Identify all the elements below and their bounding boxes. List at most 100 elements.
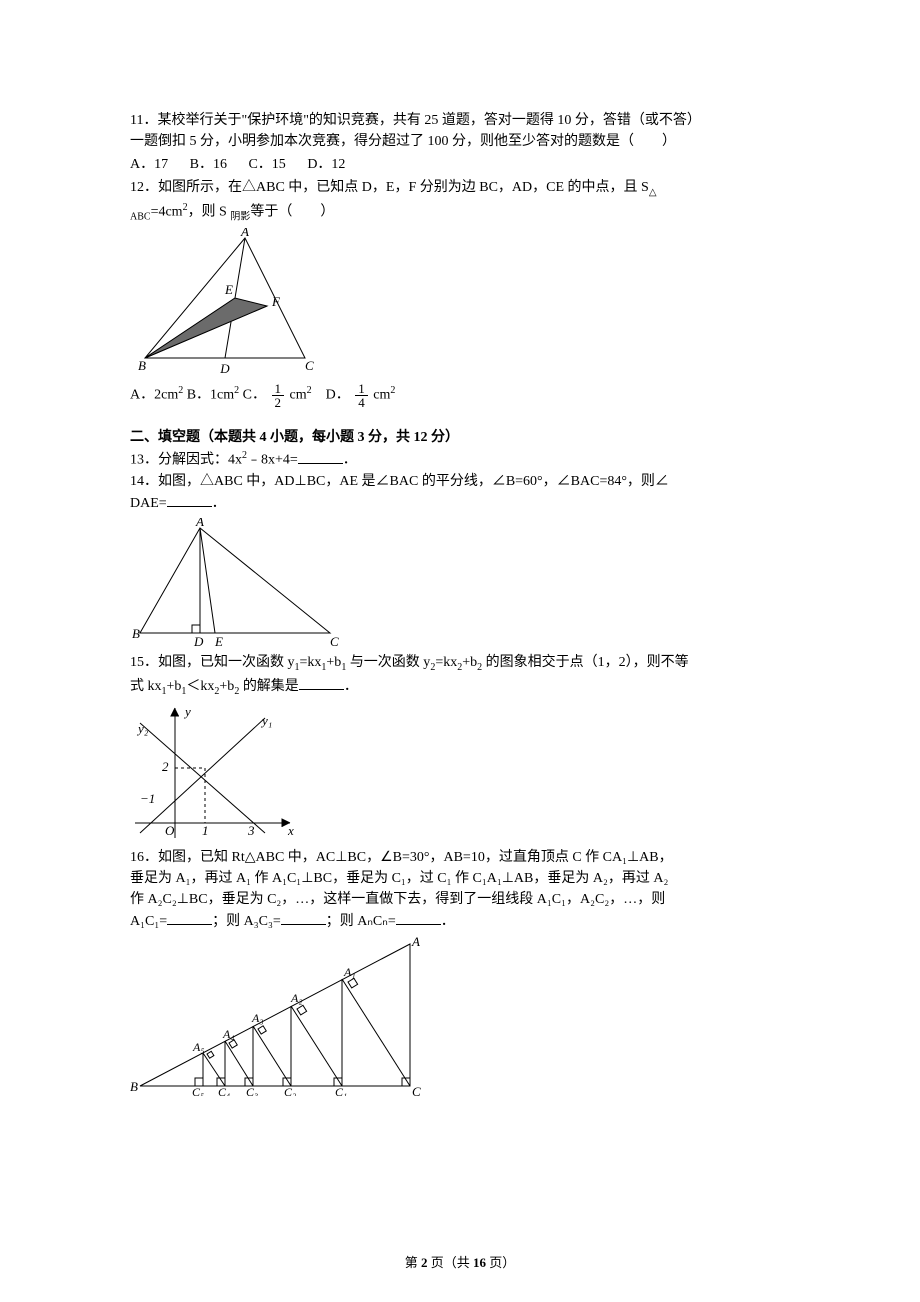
q16-label-b: B — [130, 1079, 138, 1094]
q15-label-2: 2 — [162, 759, 169, 774]
q12-label-b: B — [138, 358, 146, 373]
q15-l2-p0: 式 kx — [130, 679, 162, 694]
q12-d-pre: D． — [326, 388, 350, 403]
q12-l2-post2: 等于（ ） — [250, 204, 334, 219]
q12-d-num: 1 — [355, 382, 368, 396]
q12-d-den: 4 — [355, 396, 368, 409]
q12-label-f: F — [271, 294, 281, 309]
q16-label-c3: C₃ — [246, 1085, 258, 1096]
q12-line1: 12．如图所示，在△ABC 中，已知点 D，E，F 分别为边 BC，AD，CE … — [130, 177, 805, 200]
q15-l1-m3: 与一次函数 y — [346, 655, 430, 670]
footer-pre: 第 — [405, 1255, 421, 1270]
q15-l1-m5: +b — [462, 655, 477, 670]
q14-label-b: B — [132, 626, 140, 641]
q15-line2: 式 kx1+b1＜kx2+b2 的解集是． — [130, 675, 805, 699]
q12-label-c: C — [305, 358, 314, 373]
q16-label-c: C — [412, 1084, 421, 1096]
q16-label-a4: A₄ — [222, 1027, 235, 1041]
q16-label-a5: A₅ — [192, 1040, 205, 1054]
q12-b-sup: 2 — [234, 385, 239, 396]
q16-l4-p3: ；则 AₙCₙ= — [326, 914, 396, 929]
q15-l2-m2: ＜kx — [186, 679, 214, 694]
q16-label-c4: C₄ — [218, 1085, 230, 1096]
q15-l2-m1: +b — [167, 679, 182, 694]
q15-l2-post: ． — [344, 679, 358, 694]
q14-label-d: D — [193, 634, 204, 648]
q15-label-y: y — [183, 704, 191, 719]
q15-l2-m4: 的解集是 — [239, 679, 299, 694]
q15-label-y2: y₂ — [136, 721, 149, 736]
q12-figure: A B C D E F — [130, 228, 330, 378]
q16-blank2 — [281, 910, 326, 925]
q12-c-sup: 2 — [307, 385, 312, 396]
q15-label-1: 1 — [202, 823, 209, 838]
q15-label-o: O — [165, 823, 175, 838]
q13-pre: 13．分解因式：4x — [130, 453, 242, 468]
q14-line2: DAE= ． — [130, 492, 805, 514]
q12-label-d: D — [219, 361, 230, 376]
q14-l2-post: ． — [212, 496, 226, 511]
q11-choice-b: B．16 — [190, 157, 227, 172]
q16-blank1 — [167, 910, 212, 925]
q12-l1-text: 12．如图所示，在△ABC 中，已知点 D，E，F 分别为边 BC，AD，CE … — [130, 180, 649, 195]
q12-line2: ABC=4cm2，则 S 阴影等于（ ） — [130, 200, 805, 224]
q13-line: 13．分解因式：4x2﹣8x+4=． — [130, 448, 805, 471]
q12-l2-eq: =4cm — [151, 204, 183, 219]
q15-l1-m6: 的图象相交于点（1，2），则不等 — [482, 655, 689, 670]
q12-d-sup: 2 — [390, 385, 395, 396]
q11-choice-a: A．17 — [130, 157, 168, 172]
q15-l1-m1: =kx — [300, 655, 322, 670]
q15-label-y1: y₁ — [260, 713, 272, 728]
q16-label-a2: A₂ — [290, 991, 303, 1005]
q14-label-c: C — [330, 634, 339, 648]
q16-label-a1: A₁ — [343, 965, 356, 979]
q11-choice-c: C．15 — [248, 157, 285, 172]
q16-label-a: A — [411, 936, 420, 949]
q14-line1: 14．如图，△ABC 中，AD⊥BC，AE 是∠BAC 的平分线，∠B=60°，… — [130, 471, 805, 492]
q12-b-pre: B．1cm — [187, 388, 234, 403]
q14-l2-pre: DAE= — [130, 496, 167, 511]
q15-label-x: x — [287, 823, 294, 838]
q11-line1: 11．某校举行关于"保护环境"的知识竞赛，共有 25 道题，答对一题得 10 分… — [130, 110, 805, 131]
q12-c-post: cm — [290, 388, 307, 403]
q15-l1-m2: +b — [326, 655, 341, 670]
q12-a-pre: A．2cm — [130, 388, 178, 403]
q14-figure: A B C D E — [130, 518, 340, 648]
q13-mid: ﹣8x+4= — [247, 453, 298, 468]
q12-a-sup: 2 — [178, 385, 183, 396]
footer-mid: 页（共 — [427, 1255, 473, 1270]
q16-l4-p4: ． — [441, 914, 455, 929]
q12-choices: A．2cm2 B．1cm2 C． 12 cm2 D． 14 cm2 — [130, 382, 805, 409]
q15-l1-m4: =kx — [435, 655, 457, 670]
q16-line3: 作 A₂C₂⊥BC，垂足为 C₂，…，这样一直做下去，得到了一组线段 A₁C₁，… — [130, 889, 805, 910]
q11-choices: A．17 B．16 C．15 D．12 — [130, 154, 805, 175]
q16-line4: A₁C₁= ；则 A₃C₃= ；则 AₙCₙ= ． — [130, 910, 805, 932]
q14-label-a: A — [195, 518, 204, 529]
q15-l1-p0: 15．如图，已知一次函数 y — [130, 655, 295, 670]
q15-label-m1: −1 — [140, 791, 155, 806]
q11-choice-d: D．12 — [307, 157, 345, 172]
q12-l1-sub: △ — [649, 187, 657, 198]
q16-l4-p2: ；则 A₃C₃= — [212, 914, 281, 929]
q16-l4-p1: A₁C₁= — [130, 914, 167, 929]
q12-d-post: cm — [373, 388, 390, 403]
q16-line2: 垂足为 A₁，再过 A₁ 作 A₁C₁⊥BC，垂足为 C₁，过 C₁ 作 C₁A… — [130, 868, 805, 889]
q12-l2-post: ，则 S — [188, 204, 231, 219]
q15-figure: y x O 1 3 2 −1 y₁ y₂ — [130, 703, 300, 843]
footer-total: 16 — [473, 1255, 486, 1270]
q15-label-3: 3 — [247, 823, 255, 838]
q16-line1: 16．如图，已知 Rt△ABC 中，AC⊥BC，∠B=30°，AB=10，过直角… — [130, 847, 805, 868]
section2-title: 二、填空题（本题共 4 小题，每小题 3 分，共 12 分） — [130, 427, 805, 448]
q15-line1: 15．如图，已知一次函数 y1=kx1+b1 与一次函数 y2=kx2+b2 的… — [130, 652, 805, 675]
q16-label-a3: A₃ — [251, 1011, 264, 1025]
q12-l2-abc: ABC — [130, 211, 151, 222]
q12-c-den: 2 — [272, 396, 285, 409]
q13-blank — [298, 449, 343, 464]
q16-blank3 — [396, 910, 441, 925]
page: 11．某校举行关于"保护环境"的知识竞赛，共有 25 道题，答对一题得 10 分… — [0, 0, 920, 1302]
q12-c-frac: 12 — [272, 382, 285, 409]
page-footer: 第 2 页（共 16 页） — [0, 1253, 920, 1273]
q12-label-e: E — [224, 282, 233, 297]
q15-l2-m3: +b — [219, 679, 234, 694]
q14-label-e: E — [214, 634, 223, 648]
